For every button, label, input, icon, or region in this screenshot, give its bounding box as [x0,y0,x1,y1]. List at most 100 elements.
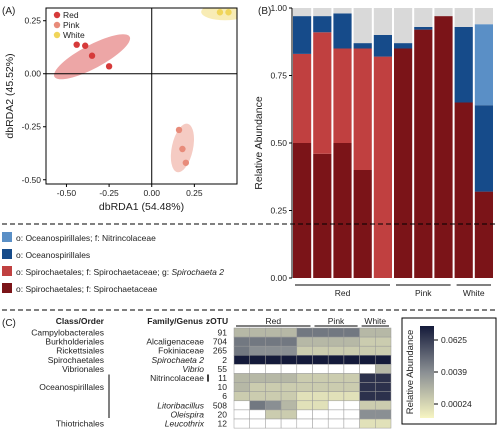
heatmap-cell [249,345,266,356]
bar-segment [474,105,493,192]
heatmap-cell [296,327,313,338]
heatmap-cell [327,400,345,411]
heatmap-cell [265,355,282,365]
column-header: zOTU [206,316,228,326]
heatmap-cell [265,336,282,347]
point-red [105,63,113,70]
heatmap-cell [249,409,266,420]
heatmap-cell [312,336,329,347]
heatmap-cell [359,327,376,338]
row-order-label: Campylobacterales [31,328,104,338]
heatmap-cell [249,418,266,429]
heatmap-cell [280,409,298,420]
y-tick-label-b: 0.25 [270,206,287,216]
heatmap-cell [375,382,392,392]
y-tick-label-b: 0.00 [270,273,287,283]
heatmap-cell [249,373,266,383]
row-zotu-label: 55 [218,364,228,374]
heatmap-cell [265,327,282,338]
heatmap-cell [312,327,329,338]
bar-chart-b: 0.00 0.25 0.50 0.75 1.00 Relative Abundance Re… [253,3,493,298]
row-order-label: Spirochaetales [48,355,104,365]
legend-swatch [2,266,12,276]
group-label-b: Red [335,288,351,298]
bar-segment [373,35,392,57]
heatmap-cell [375,373,392,383]
x-axis-title-a: dbRDA1 (54.48%) [99,201,184,213]
heatmap-cell [233,391,250,402]
y-tick-label-a: -0.50 [22,175,42,185]
heatmap-cell [312,418,329,429]
row-order-label: Oceanospirillales [39,382,104,392]
heatmap-cell [280,373,298,383]
bar-segment [414,29,433,278]
heatmap-cell [280,364,298,374]
row-zotu-label: 2 [222,355,227,365]
heatmap-cell [296,373,313,383]
row-family-label: Alcaligenaceae [146,337,204,347]
legend-text: o: Oceanospirillales [16,250,90,260]
heatmap-cell [280,327,298,338]
heatmap-cell [375,336,392,347]
heatmap-cell [233,327,250,338]
legend-swatch [2,283,12,293]
bar-segment [474,24,493,106]
heatmap-legend-box [401,317,497,425]
heatmap-cell [296,355,313,365]
heatmap-cell [359,373,376,383]
row-zotu-label: 20 [218,409,228,419]
heatmap-cell [296,345,313,356]
bar-segment [394,43,413,49]
bar-segment [293,16,312,54]
bar-segment [333,48,352,143]
heatmap-cell [375,345,392,356]
scatter-plot-a: -0.50 -0.25 0.00 0.25-0.50-0.250.000.25dbRD… [4,7,238,213]
point-pink [175,126,183,134]
point-pink [182,159,190,166]
heatmap-cell [296,336,313,347]
row-family-label: Spirochaeta 2 [152,355,205,365]
heatmap-cell [296,364,313,374]
heatmap-group-label: Red [265,316,281,326]
heatmap-cell [359,382,376,392]
heatmap-cell [343,327,360,338]
heatmap-cell [343,391,360,402]
x-tick-label-a: 0.25 [186,188,203,198]
heatmap-cell [249,327,266,338]
row-order-label: Burkholderiales [45,337,104,347]
heatmap-cell [343,355,360,365]
heatmap-legend-tick-label: 0.00024 [441,399,472,409]
heatmap-cell [265,382,282,392]
legend-dot-pink [53,21,61,29]
row-zotu-label: 91 [218,328,228,338]
heatmap-cell [296,418,313,429]
point-red [73,41,80,48]
heatmap-cell [327,327,345,338]
heatmap-cell [327,391,345,402]
heatmap-cell [343,382,360,392]
panel-label-c: (C) [2,318,16,329]
heatmap-cell [265,409,282,420]
bar-segment [414,8,433,27]
heatmap-group-label: White [364,316,386,326]
heatmap-cell [296,409,313,420]
y-axis-title-a: dbRDA2 (45.52%) [4,53,16,138]
bar-segment [454,102,473,278]
heatmap-cell [249,364,266,374]
heatmap-cell [343,364,360,374]
legend-swatch [2,232,12,242]
heatmap-cell [249,400,266,411]
heatmap-cell [233,336,250,347]
group-label-b: White [463,288,485,298]
heatmap-cell [375,364,392,374]
x-tick-label-a: -0.25 [99,188,119,198]
bar-segment [293,143,312,278]
heatmap-cell [249,382,266,392]
plot-frame-a [45,7,238,185]
bar-segment [333,13,352,49]
heatmap-cell [375,418,392,429]
heatmap-cell [265,391,282,402]
bar-segment [353,43,372,49]
bar-segment [313,153,332,278]
